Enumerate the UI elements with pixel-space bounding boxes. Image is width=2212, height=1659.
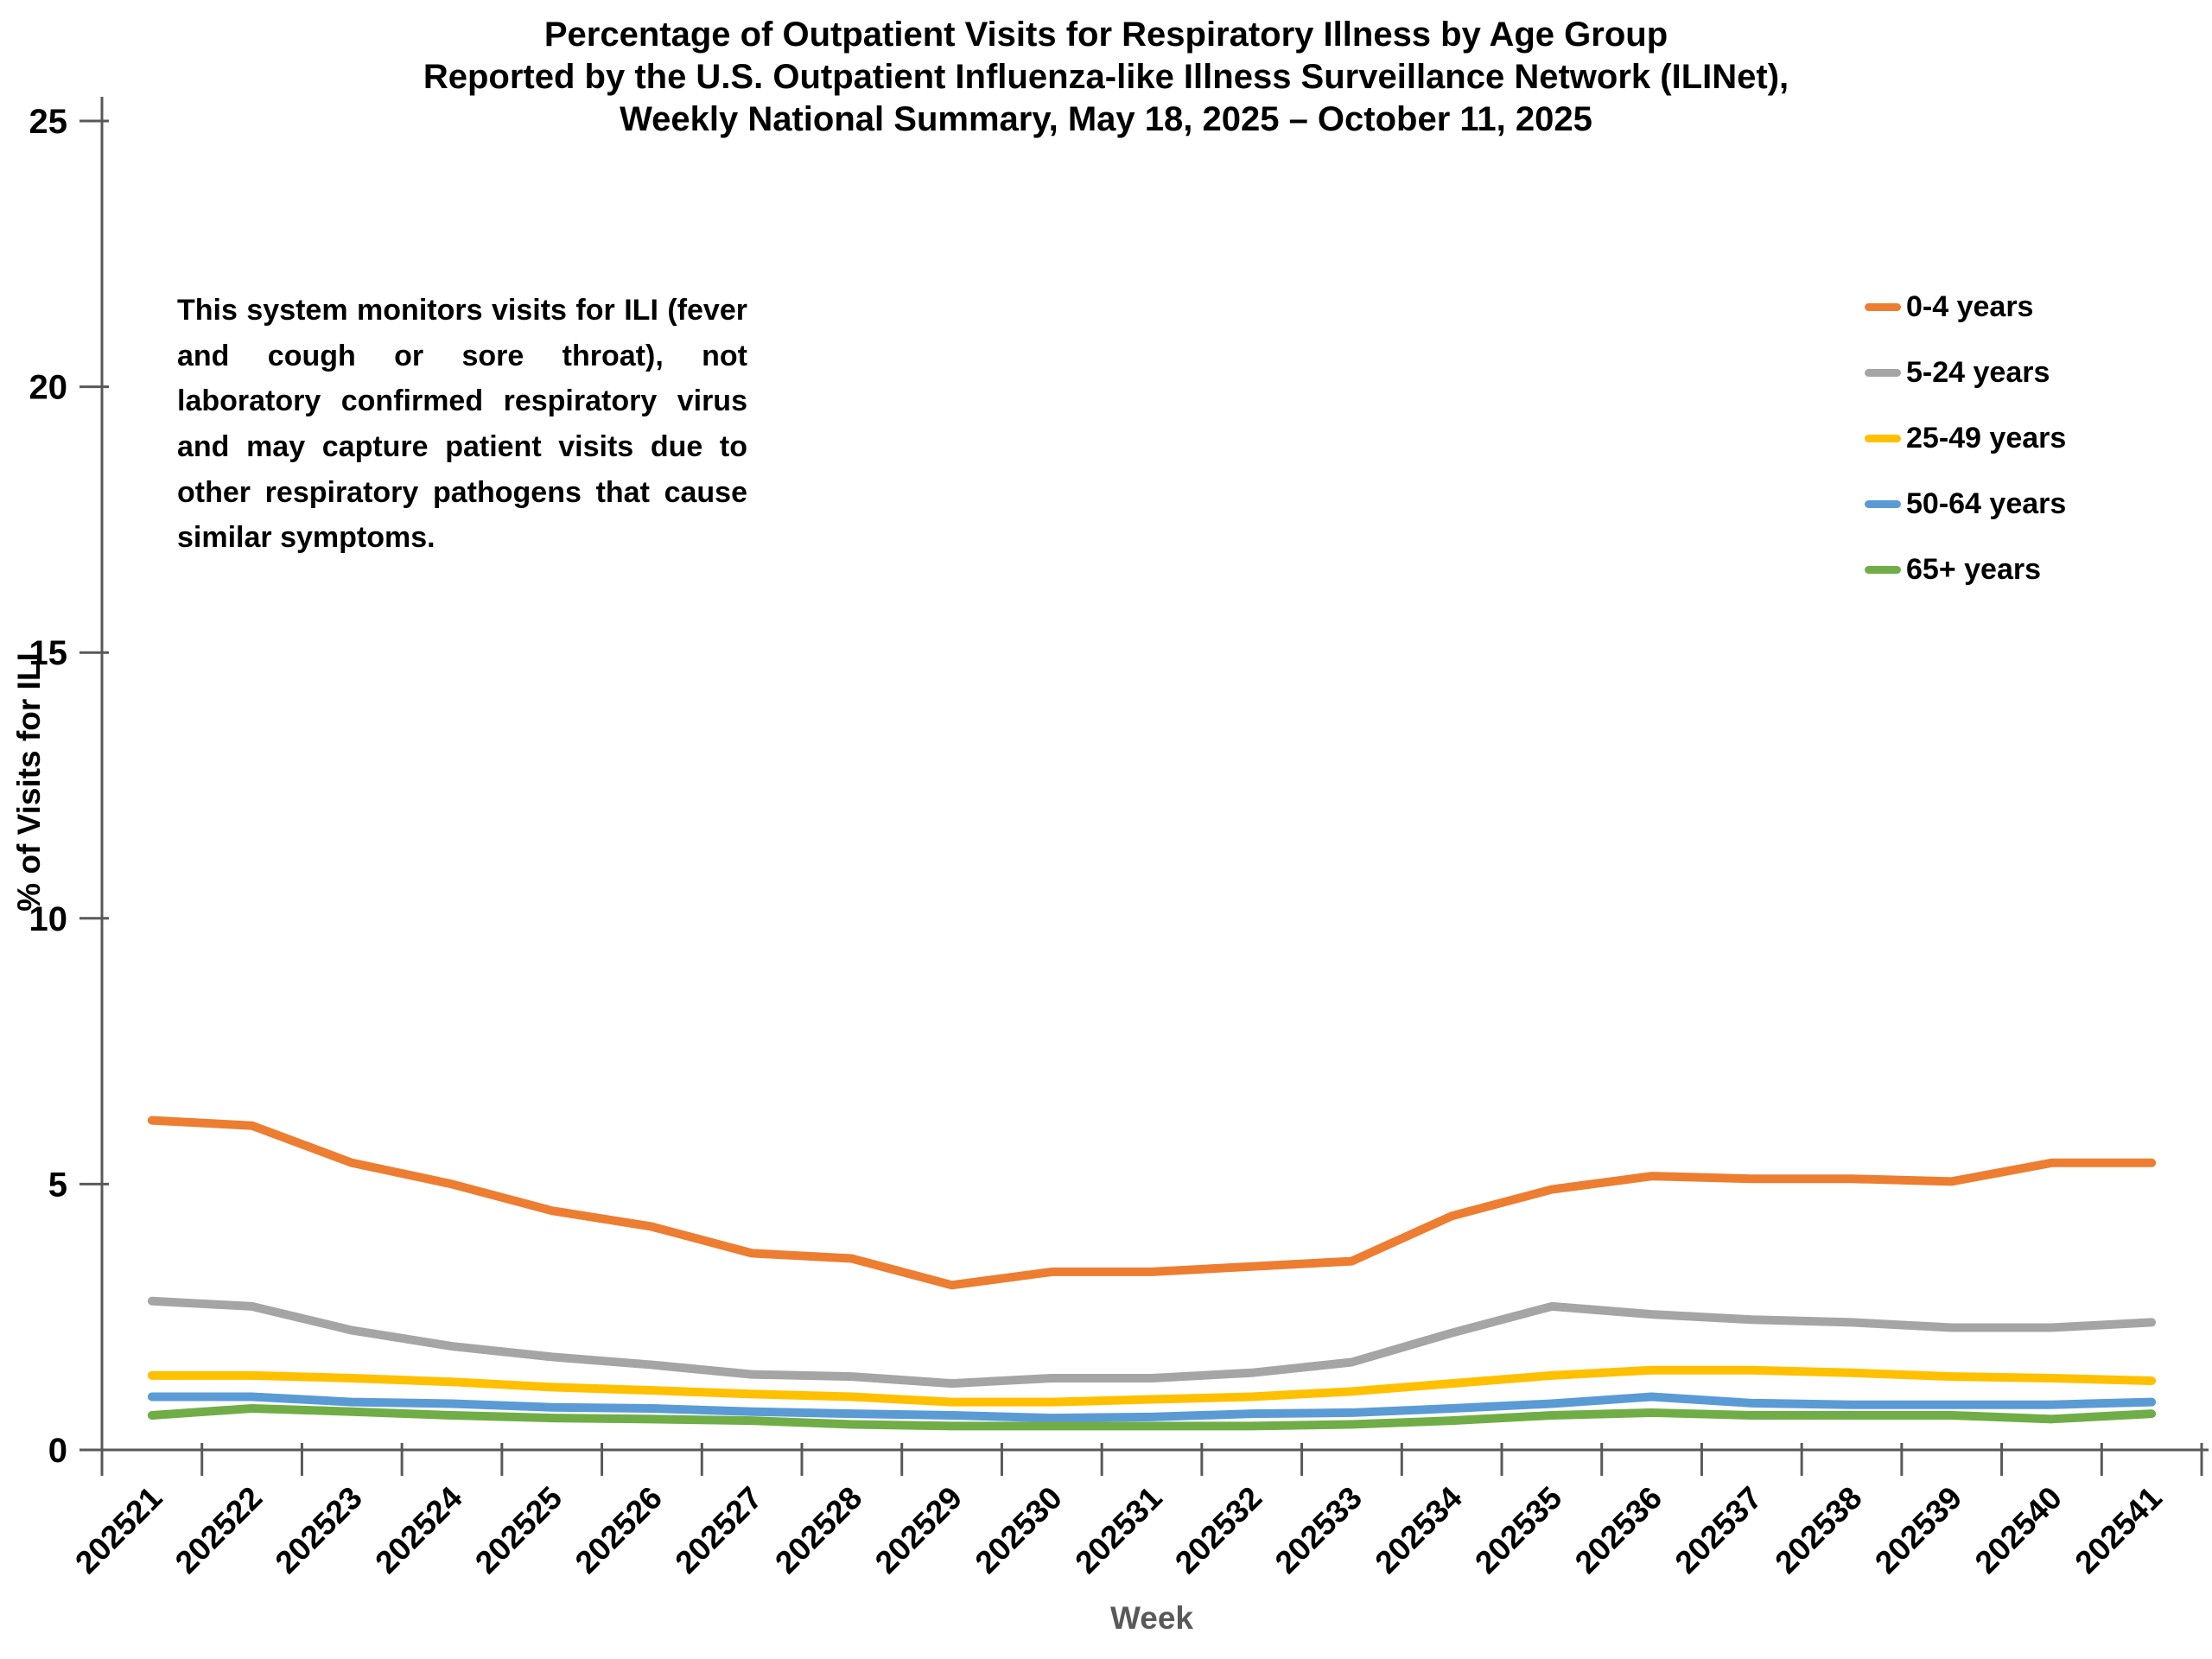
legend-label-65-plus-years: 65+ years — [1906, 553, 2041, 586]
series-line-65-years — [147, 1404, 2157, 1431]
legend-label-0-4-years: 0-4 years — [1906, 290, 2034, 323]
x-tick-label: 202523 — [269, 1480, 369, 1580]
x-tick-label: 202539 — [1868, 1480, 1968, 1580]
chart-title-line-1: Percentage of Outpatient Visits for Resp… — [543, 16, 1669, 54]
x-tick-label: 202530 — [969, 1480, 1069, 1580]
x-tick-label: 202536 — [1568, 1480, 1669, 1580]
x-tick-label: 202521 — [68, 1480, 168, 1580]
ili-definition-note: This system monitors visits for ILI (fev… — [177, 294, 747, 555]
x-tick-label: 202529 — [868, 1480, 969, 1580]
x-tick-label: 202528 — [768, 1480, 868, 1580]
legend: 0-4 years 5-24 years 25-49 years 50-64 y… — [1865, 290, 2066, 619]
x-tick-label: 202540 — [1968, 1480, 2069, 1580]
y-tick-label: 0 — [48, 1432, 67, 1470]
legend-marker-5-24-years — [1865, 369, 1901, 377]
y-tick-label: 5 — [48, 1166, 67, 1204]
x-tick-label: 202533 — [1268, 1480, 1369, 1580]
legend-marker-50-64-years — [1865, 500, 1901, 508]
x-tick-label: 202534 — [1369, 1479, 1470, 1580]
x-tick-label: 202541 — [2069, 1480, 2169, 1580]
chart-title-line-2: Reported by the U.S. Outpatient Influenz… — [423, 57, 1789, 96]
x-tick-label: 202525 — [468, 1480, 569, 1580]
y-tick-label: 15 — [29, 634, 68, 672]
legend-marker-65-plus-years — [1865, 566, 1901, 574]
x-tick-label: 202531 — [1068, 1480, 1168, 1580]
series-line-25-49-years — [147, 1365, 2157, 1407]
legend-item-5-24-years: 5-24 years — [1865, 356, 2066, 390]
x-tick-label: 202527 — [669, 1480, 769, 1580]
x-tick-label: 202538 — [1768, 1480, 1868, 1580]
series-line-0-4-years — [147, 1116, 2157, 1290]
x-tick-label: 202537 — [1669, 1480, 1769, 1580]
chart-title: Percentage of Outpatient Visits for Resp… — [0, 14, 2212, 140]
y-tick-label: 20 — [29, 369, 68, 407]
legend-marker-0-4-years — [1865, 303, 1901, 311]
legend-item-25-49-years: 25-49 years — [1865, 422, 2066, 455]
legend-label-25-49-years: 25-49 years — [1906, 422, 2067, 454]
x-tick-label: 202524 — [368, 1479, 469, 1580]
series-line-5-24-years — [147, 1296, 2157, 1389]
legend-item-0-4-years: 0-4 years — [1865, 290, 2066, 324]
legend-item-50-64-years: 50-64 years — [1865, 487, 2066, 521]
x-axis-title: Week — [1110, 1600, 1193, 1636]
legend-marker-25-49-years — [1865, 435, 1901, 442]
x-tick-label: 202535 — [1468, 1480, 1568, 1580]
legend-item-65-plus-years: 65+ years — [1865, 553, 2066, 587]
y-tick-label: 10 — [29, 900, 68, 938]
series-line-50-64-years — [147, 1392, 2157, 1423]
legend-label-5-24-years: 5-24 years — [1906, 356, 2050, 389]
x-tick-label: 202526 — [569, 1480, 669, 1580]
x-tick-label: 202532 — [1168, 1480, 1268, 1580]
x-tick-label: 202522 — [168, 1480, 269, 1580]
y-tick-label: 25 — [29, 103, 68, 141]
legend-label-50-64-years: 50-64 years — [1906, 487, 2067, 520]
chart-title-line-3: Weekly National Summary, May 18, 2025 – … — [620, 99, 1592, 138]
